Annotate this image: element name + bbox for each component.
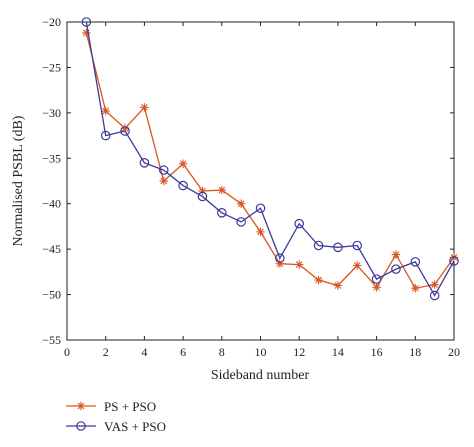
legend-item-ps-pso: PS + PSO [66,399,156,414]
x-tick-label: 12 [293,345,305,359]
data-point-vas-pso [197,191,208,202]
y-tick-label: −35 [42,151,61,165]
legend-item-vas-pso: VAS + PSO [66,419,166,434]
data-point-ps-pso [391,250,401,259]
asterisk-stroke [315,276,322,284]
data-point-vas-pso [139,158,150,168]
data-point-vas-pso [81,17,92,27]
asterisk-stroke [295,261,303,268]
series-ps-pso [82,28,459,293]
asterisk-stroke [392,251,400,258]
series-vas-pso [81,17,459,301]
asterisk-stroke [373,283,380,291]
legend-marker-ps-pso [76,401,86,411]
data-point-ps-pso [314,275,323,285]
asterisk-stroke [431,281,439,288]
data-point-vas-pso [391,264,401,274]
asterisk-stroke [121,124,129,132]
x-tick-label: 8 [219,345,225,359]
x-tick-label: 10 [255,345,267,359]
x-axis-title: Sideband number [211,368,310,383]
asterisk-stroke [102,107,110,115]
series-layer [81,17,459,301]
asterisk-stroke [334,282,342,289]
y-tick-label: −40 [42,197,61,211]
data-point-vas-pso [313,240,324,251]
series-line-ps-pso [85,32,455,289]
data-point-ps-pso [333,281,343,290]
series-line-vas-pso [85,21,455,297]
y-tick-label: −45 [42,242,61,256]
asterisk-stroke [237,200,245,208]
data-point-vas-pso [410,257,421,267]
data-point-vas-pso [294,218,304,229]
data-point-ps-pso [217,185,226,195]
data-point-vas-pso [449,256,459,266]
data-point-ps-pso [295,260,304,269]
data-point-vas-pso [236,217,246,227]
x-tick-label: 4 [141,345,147,359]
data-point-vas-pso [217,208,227,218]
data-point-ps-pso [411,284,420,293]
asterisk-stroke [179,160,187,168]
legend-label-vas-pso: VAS + PSO [104,419,166,434]
data-point-vas-pso [158,165,169,175]
legend-asterisk [76,401,86,411]
plot-frame [66,21,455,341]
y-axis: −20 −25 −30 −35 −40 −45 −50 −55 [42,15,454,347]
data-point-vas-pso [178,180,188,191]
data-point-vas-pso [352,240,363,251]
y-tick-label: −50 [42,288,61,302]
data-point-vas-pso [371,274,382,284]
y-axis-title: Normalised PSBL (dB) [11,115,26,246]
data-point-ps-pso [353,261,362,270]
data-point-vas-pso [275,253,285,264]
data-point-ps-pso [430,280,439,289]
y-tick-label: −20 [42,15,61,29]
asterisk-stroke [160,177,168,185]
data-point-ps-pso [372,283,381,292]
y-tick-label: −25 [42,60,61,74]
data-point-ps-pso [236,199,246,208]
legend-marker-vas-pso [76,421,86,431]
data-point-vas-pso [429,290,440,301]
data-point-ps-pso [256,227,265,237]
data-point-ps-pso [178,159,188,168]
asterisk-stroke [77,402,85,410]
y-tick-label: −30 [42,106,61,120]
x-tick-label: 14 [332,345,344,359]
legend: PS + PSO VAS + PSO [66,399,166,434]
legend-label-ps-pso: PS + PSO [104,399,156,414]
x-tick-label: 16 [371,345,383,359]
x-tick-label: 20 [448,345,460,359]
x-tick-label: 2 [103,345,109,359]
x-tick-label: 18 [409,345,421,359]
data-point-vas-pso [100,130,111,141]
data-point-ps-pso [140,103,149,112]
x-axis: 0 2 4 6 8 10 12 14 16 18 20 [64,22,460,359]
data-point-vas-pso [120,126,130,136]
data-point-ps-pso [101,106,110,116]
asterisk-stroke [257,228,264,236]
y-tick-label: −55 [42,333,61,347]
data-point-ps-pso [159,176,168,186]
asterisk-stroke [411,284,419,292]
asterisk-stroke [141,104,148,111]
data-point-vas-pso [255,203,266,214]
asterisk-stroke [353,262,361,269]
data-point-vas-pso [333,242,343,253]
x-tick-label: 6 [180,345,186,359]
x-tick-label: 0 [64,345,70,359]
asterisk-stroke [218,186,226,194]
